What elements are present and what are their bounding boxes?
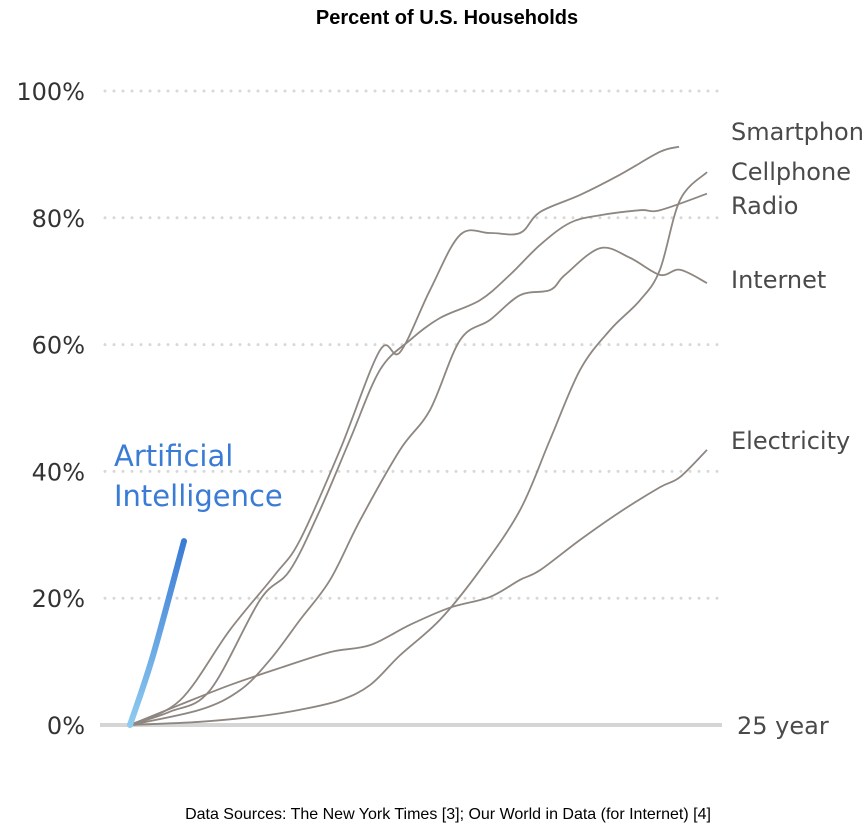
series-line-internet — [129, 246, 708, 726]
data-sources-footer: Data Sources: The New York Times [3]; Ou… — [185, 806, 711, 823]
series-label-internet: Internet — [731, 266, 826, 294]
series-line-electricity — [129, 449, 708, 726]
series-label-artificial-intelligence: Artificial — [114, 439, 233, 473]
series-label-cellphone: Cellphone — [731, 158, 851, 186]
series-label-artificial-intelligence: Intelligence — [114, 479, 283, 513]
y-tick-label: 60% — [32, 332, 85, 360]
series-line-artificial-intelligence — [127, 538, 188, 728]
y-tick-label: 80% — [32, 205, 85, 233]
y-tick-label: 40% — [32, 458, 85, 486]
x-end-label: 25 year — [737, 712, 829, 740]
y-tick-label: 100% — [16, 78, 85, 106]
series-label-radio: Radio — [731, 192, 798, 220]
chart-title: Percent of U.S. Households — [315, 7, 579, 29]
series-line-radio — [129, 192, 708, 726]
y-tick-label: 0% — [47, 712, 85, 740]
series-label-electricity: Electricity — [731, 427, 850, 455]
series-line-smartphone — [129, 145, 680, 726]
y-tick-label: 20% — [32, 585, 85, 613]
series-label-smartphone: Smartphone — [731, 118, 862, 146]
series-line-cellphone — [129, 171, 708, 726]
